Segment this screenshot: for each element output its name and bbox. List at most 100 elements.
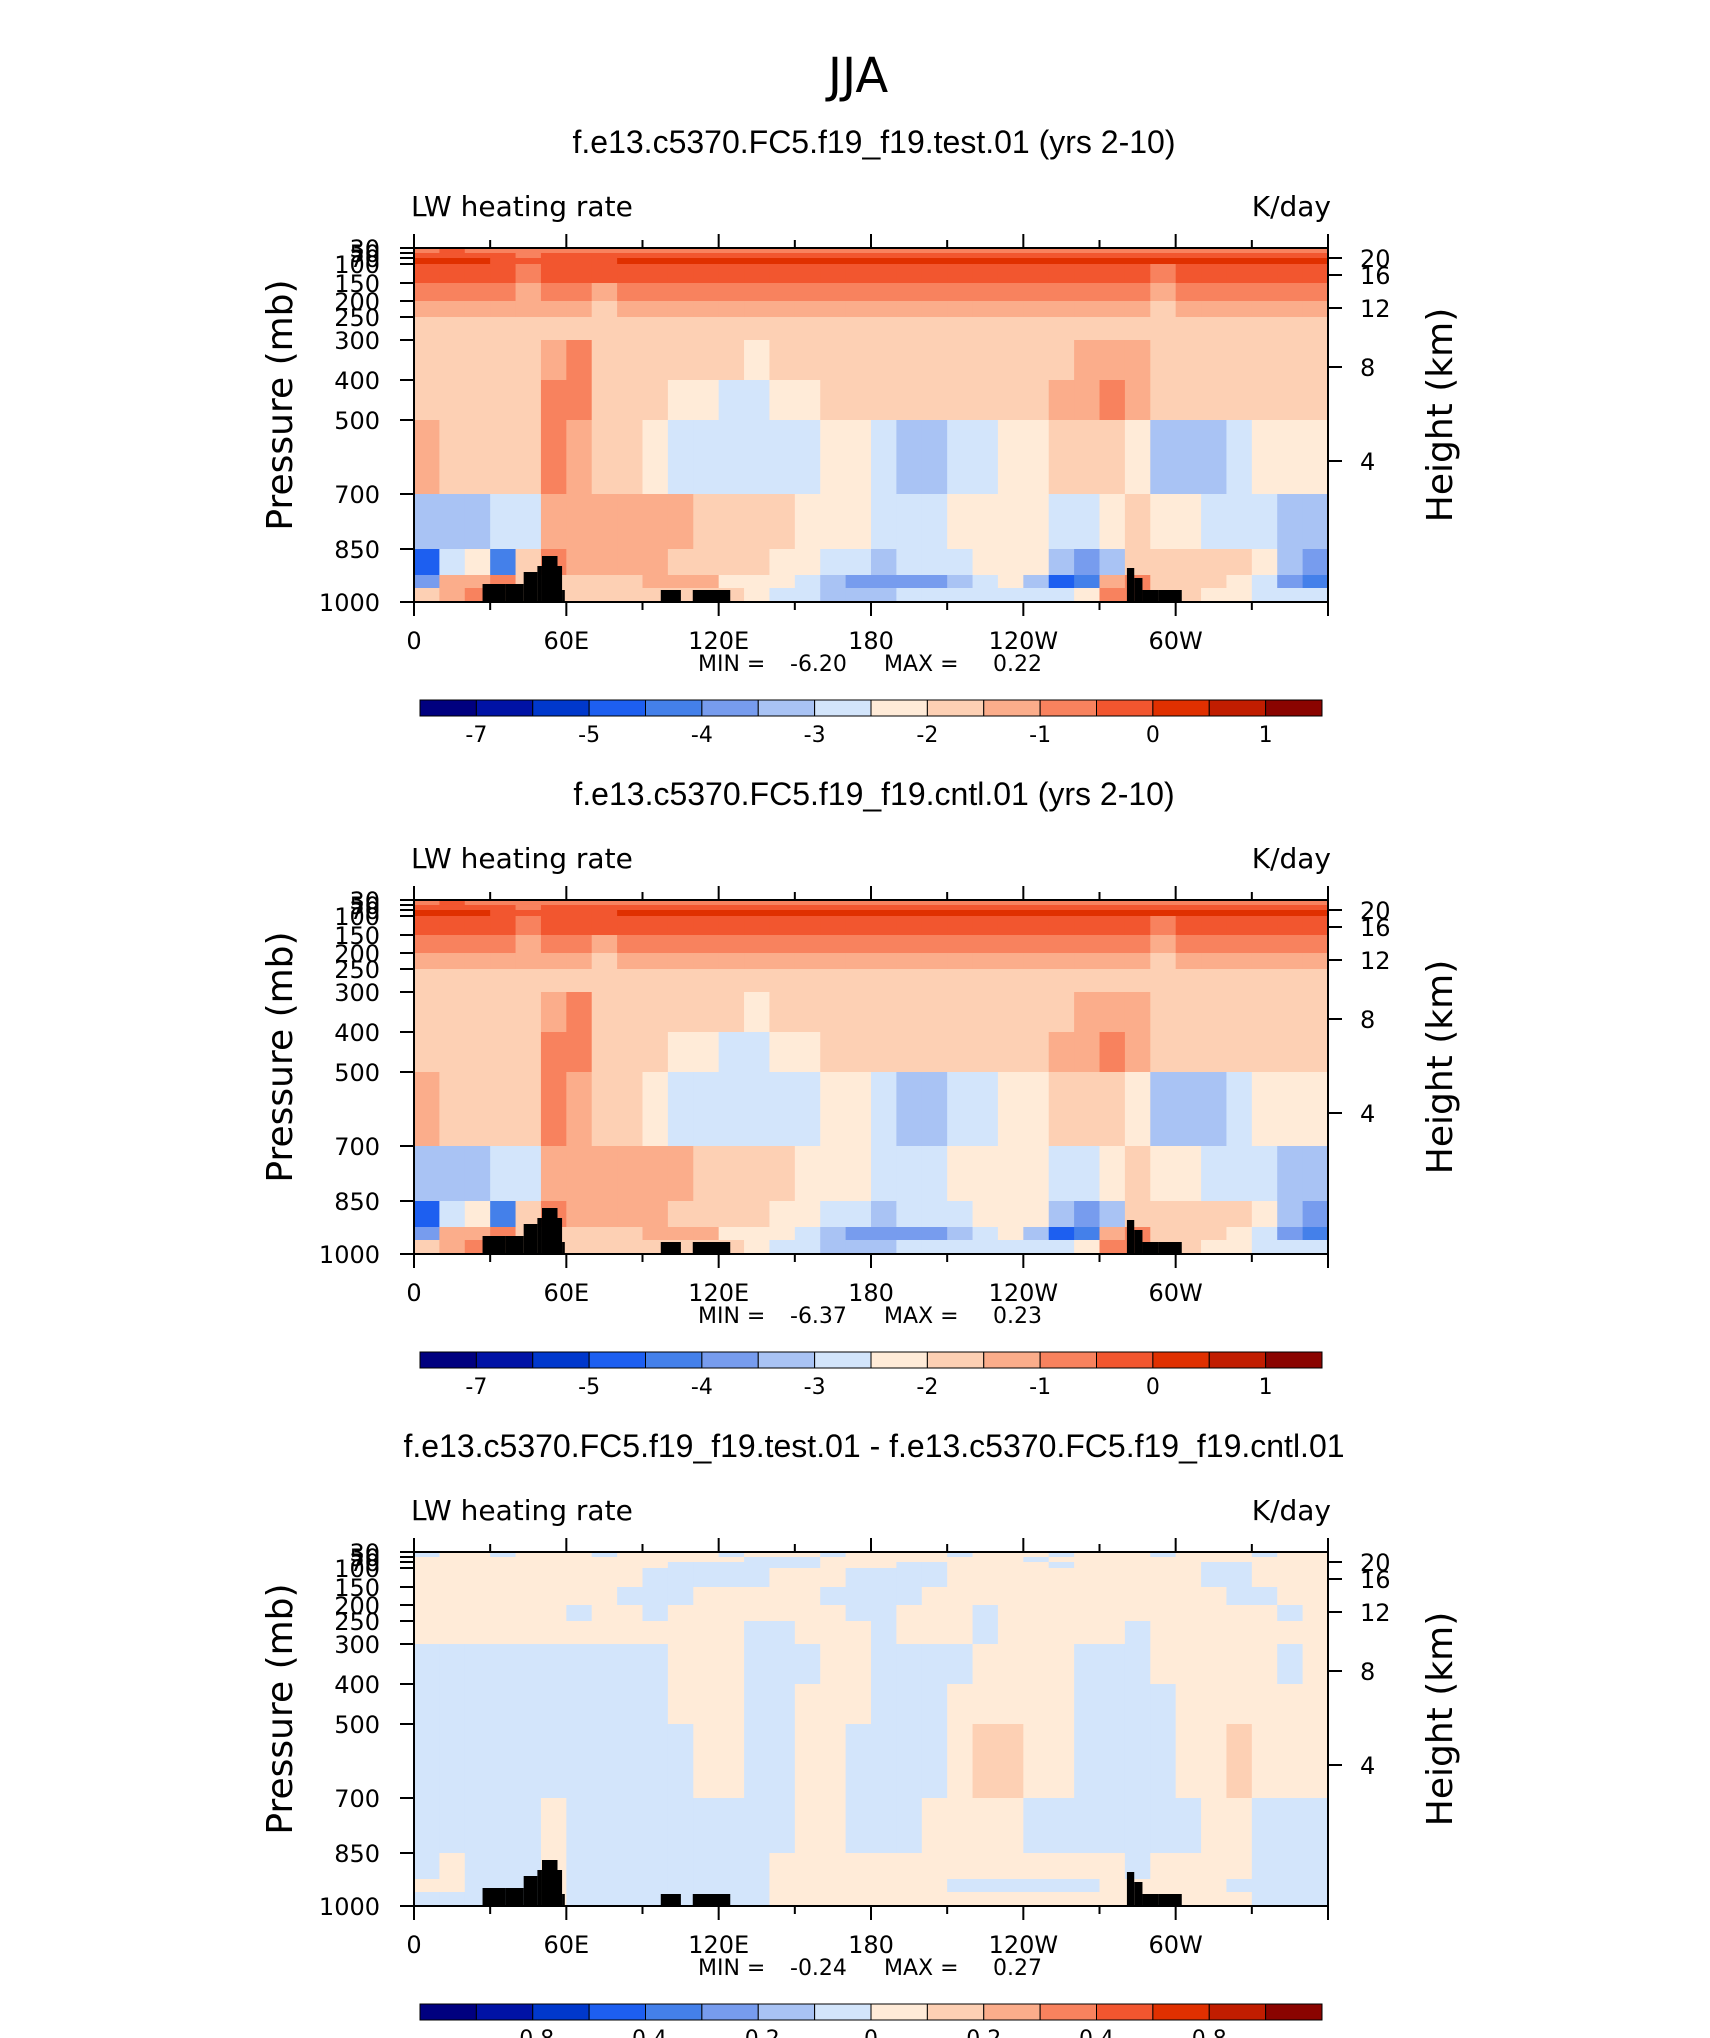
field-cell: [845, 953, 872, 970]
field-cell: [1226, 905, 1253, 911]
field-cell: [1150, 1684, 1177, 1725]
field-cell: [871, 420, 897, 495]
field-cell: [566, 588, 593, 603]
land-block: [692, 1242, 731, 1254]
field-cell: [820, 1587, 847, 1606]
land-block: [523, 1876, 538, 1906]
field-cell: [1251, 494, 1278, 550]
x-tick-label: 120E: [688, 1931, 749, 1959]
field-cell: [1201, 1552, 1228, 1558]
field-cell: [997, 248, 1024, 254]
field-cell: [490, 264, 517, 284]
field-cell: [566, 1201, 593, 1228]
field-cell: [1124, 992, 1151, 1033]
field-cell: [744, 420, 771, 495]
field-cell: [845, 900, 872, 906]
field-cell: [718, 1621, 745, 1645]
field-cell: [845, 1557, 872, 1563]
field-cell: [566, 1146, 593, 1202]
min-label: MIN =: [698, 1956, 765, 1981]
field-cell: [617, 380, 644, 421]
field-cell: [997, 1587, 1024, 1606]
land-mask: [482, 1208, 1182, 1254]
field-cell: [871, 264, 897, 284]
field-cell: [591, 283, 618, 302]
field-cell: [1074, 953, 1101, 970]
field-cell: [871, 1684, 897, 1725]
field-cell: [667, 1724, 694, 1799]
field-cell: [794, 1240, 821, 1255]
field-cell: [1175, 1853, 1202, 1880]
land-block: [541, 1208, 558, 1254]
field-cell: [1201, 1621, 1228, 1645]
field-cell: [617, 248, 644, 254]
variable-label: LW heating rate: [411, 842, 633, 875]
field-cell: [566, 420, 593, 495]
field-cell: [794, 1724, 821, 1799]
field-cell: [972, 1587, 999, 1606]
field-cell: [820, 1227, 847, 1241]
field-cell: [794, 1562, 821, 1569]
field-cell: [693, 1605, 720, 1622]
field-cell: [820, 588, 847, 603]
field-cell: [515, 283, 542, 302]
field-cell: [515, 1552, 542, 1558]
field-cell: [718, 1201, 745, 1228]
field-cell: [1175, 1684, 1202, 1725]
field-cell: [693, 264, 720, 284]
field-cell: [744, 1621, 771, 1645]
field-cell: [871, 380, 897, 421]
field-cell: [591, 1201, 618, 1228]
field-cell: [566, 1853, 593, 1880]
field-cell: [1124, 1146, 1151, 1202]
field-cell: [820, 905, 847, 911]
field-cell: [515, 935, 542, 954]
field-cell: [1201, 253, 1228, 259]
field-cell: [1175, 1227, 1202, 1241]
field-cell: [591, 1557, 618, 1563]
field-cell: [718, 953, 745, 970]
field-cell: [744, 301, 771, 318]
field-cell: [566, 1557, 593, 1563]
y-axis-title: Pressure (mb): [260, 931, 301, 1182]
field-cell: [820, 1892, 847, 1907]
field-cell: [1251, 1892, 1278, 1907]
field-cell: [1099, 916, 1126, 936]
field-cell: [947, 1568, 974, 1588]
field-cell: [997, 588, 1024, 603]
field-cell: [1277, 916, 1304, 936]
field-cell: [794, 1684, 821, 1725]
field-cell: [667, 283, 694, 302]
field-cell: [845, 1201, 872, 1228]
field-cell: [820, 1568, 847, 1588]
y-tick-label: 1000: [319, 1893, 380, 1921]
field-cell: [1099, 253, 1126, 259]
field-cell: [820, 1072, 847, 1147]
field-cell: [718, 935, 745, 954]
field-cell: [464, 1644, 491, 1685]
field-cell: [947, 1879, 974, 1893]
colorbar-box: [1152, 1351, 1210, 1369]
field-cell: [642, 301, 669, 318]
field-cell: [744, 1605, 771, 1622]
field-cell: [769, 380, 796, 421]
field-cell: [464, 900, 491, 906]
field-cell: [1226, 317, 1253, 341]
field-cell: [414, 420, 440, 495]
field-cell: [947, 258, 974, 265]
field-cell: [490, 1605, 517, 1622]
height-tick-label: 8: [1360, 354, 1375, 382]
height-tick-label: 12: [1360, 1599, 1391, 1627]
field-cell: [1150, 1072, 1177, 1147]
field-cell: [1175, 258, 1202, 265]
field-cell: [744, 1201, 771, 1228]
field-cell: [1251, 969, 1278, 993]
field-cell: [414, 1072, 440, 1147]
field-cell: [1023, 969, 1050, 993]
field-cell: [617, 1032, 644, 1073]
field-cell: [617, 953, 644, 970]
field-cell: [871, 1621, 897, 1645]
field-cell: [871, 494, 897, 550]
field-cell: [1251, 910, 1278, 917]
field-cell: [617, 420, 644, 495]
